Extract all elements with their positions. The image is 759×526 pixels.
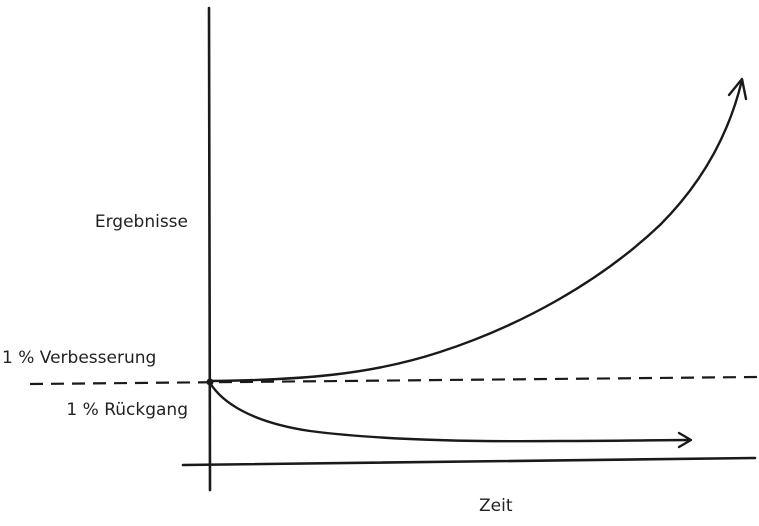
decline-label: 1 % Rückgang	[66, 400, 188, 420]
decline-arrowhead	[677, 431, 693, 449]
improvement-curve	[208, 78, 744, 383]
decline-curve	[208, 381, 692, 443]
y-axis-label: Ergebnisse	[94, 212, 188, 232]
baseline-dashed-line	[29, 375, 758, 386]
x-axis	[181, 456, 757, 467]
x-axis-label: Zeit	[479, 496, 513, 516]
origin-dot	[206, 378, 214, 386]
improvement-label: 1 % Verbesserung	[2, 348, 157, 368]
improvement-arrowhead	[727, 77, 748, 101]
y-axis	[207, 6, 212, 492]
